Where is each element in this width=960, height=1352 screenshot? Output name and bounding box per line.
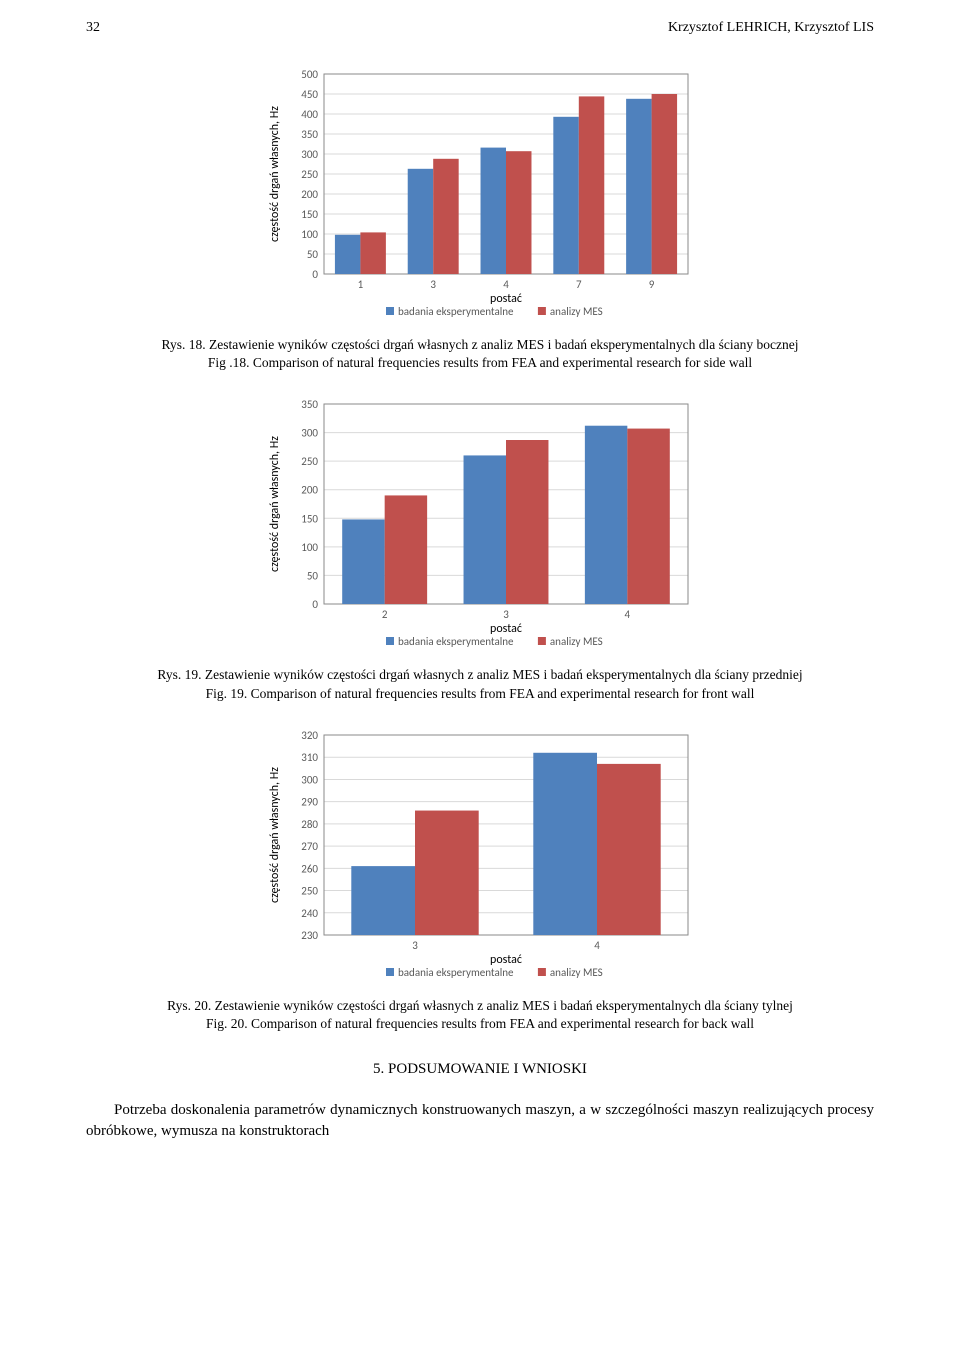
svg-text:100: 100 [301, 228, 318, 241]
svg-text:200: 200 [301, 188, 318, 201]
svg-text:postać: postać [490, 622, 522, 636]
svg-text:4: 4 [594, 939, 600, 952]
chart-fig19: 0 50 100 150 200 250 300 350 2 3 4 postać częstość d… [86, 394, 874, 654]
svg-text:200: 200 [301, 484, 318, 497]
caption-fig19-en: Fig. 19. Comparison of natural frequenci… [86, 685, 874, 703]
svg-text:250: 250 [301, 456, 318, 469]
svg-text:250: 250 [301, 884, 318, 897]
svg-text:50: 50 [307, 248, 319, 261]
svg-text:9: 9 [649, 278, 655, 291]
svg-text:3: 3 [503, 608, 509, 621]
svg-text:częstość drgań własnych, Hz: częstość drgań własnych, Hz [268, 436, 282, 572]
svg-text:230: 230 [301, 929, 318, 942]
caption-fig18: Rys. 18. Zestawienie wyników częstości d… [86, 336, 874, 372]
svg-text:100: 100 [301, 541, 318, 554]
body-paragraph: Potrzeba doskonalenia parametrów dynamic… [86, 1100, 874, 1142]
svg-text:3: 3 [430, 278, 436, 291]
svg-text:4: 4 [625, 608, 631, 621]
page-header: 32 Krzysztof LEHRICH, Krzysztof LIS [86, 20, 874, 36]
svg-text:150: 150 [301, 208, 318, 221]
svg-text:analizy MES: analizy MES [550, 966, 603, 979]
svg-text:7: 7 [576, 278, 582, 291]
authors: Krzysztof LEHRICH, Krzysztof LIS [668, 20, 874, 36]
caption-fig20: Rys. 20. Zestawienie wyników częstości d… [86, 997, 874, 1033]
chart-fig20: 230 240 250 260 270 280 290 300 310 320 3 4 postać cz… [86, 725, 874, 985]
svg-text:290: 290 [301, 796, 318, 809]
caption-fig20-en: Fig. 20. Comparison of natural frequenci… [86, 1015, 874, 1033]
svg-text:270: 270 [301, 840, 318, 853]
svg-text:postać: postać [490, 292, 522, 306]
svg-text:postać: postać [490, 953, 522, 967]
svg-text:badania eksperymentalne: badania eksperymentalne [398, 635, 514, 648]
svg-text:50: 50 [307, 570, 319, 583]
svg-text:4: 4 [503, 278, 509, 291]
svg-text:150: 150 [301, 513, 318, 526]
caption-fig20-pl: Rys. 20. Zestawienie wyników częstości d… [86, 997, 874, 1015]
svg-text:0: 0 [312, 598, 318, 611]
section-title: 5. PODSUMOWANIE I WNIOSKI [86, 1061, 874, 1078]
svg-text:300: 300 [301, 773, 318, 786]
svg-text:3: 3 [412, 939, 418, 952]
svg-text:310: 310 [301, 751, 318, 764]
svg-text:500: 500 [301, 68, 318, 81]
svg-text:analizy MES: analizy MES [550, 635, 603, 648]
svg-text:częstość drgań własnych, Hz: częstość drgań własnych, Hz [268, 767, 282, 903]
svg-text:350: 350 [301, 398, 318, 411]
svg-text:0: 0 [312, 268, 318, 281]
svg-text:2: 2 [382, 608, 388, 621]
svg-text:350: 350 [301, 128, 318, 141]
page-number: 32 [86, 20, 100, 36]
caption-fig18-pl: Rys. 18. Zestawienie wyników częstości d… [86, 336, 874, 354]
caption-fig18-en: Fig .18. Comparison of natural frequenci… [86, 354, 874, 372]
svg-text:badania eksperymentalne: badania eksperymentalne [398, 305, 514, 318]
chart-fig18: 0 50 100 150 200 250 300 350 400 450 500 1 3 4 7 9 posta… [86, 64, 874, 324]
svg-text:400: 400 [301, 108, 318, 121]
svg-text:260: 260 [301, 862, 318, 875]
svg-text:analizy MES: analizy MES [550, 305, 603, 318]
svg-text:1: 1 [358, 278, 364, 291]
svg-text:300: 300 [301, 427, 318, 440]
svg-text:240: 240 [301, 907, 318, 920]
svg-text:250: 250 [301, 168, 318, 181]
svg-text:częstość drgań własnych, Hz: częstość drgań własnych, Hz [268, 106, 282, 242]
svg-text:280: 280 [301, 818, 318, 831]
svg-text:badania eksperymentalne: badania eksperymentalne [398, 966, 514, 979]
svg-text:300: 300 [301, 148, 318, 161]
svg-text:450: 450 [301, 88, 318, 101]
caption-fig19: Rys. 19. Zestawienie wyników częstości d… [86, 666, 874, 702]
svg-text:320: 320 [301, 729, 318, 742]
caption-fig19-pl: Rys. 19. Zestawienie wyników częstości d… [86, 666, 874, 684]
